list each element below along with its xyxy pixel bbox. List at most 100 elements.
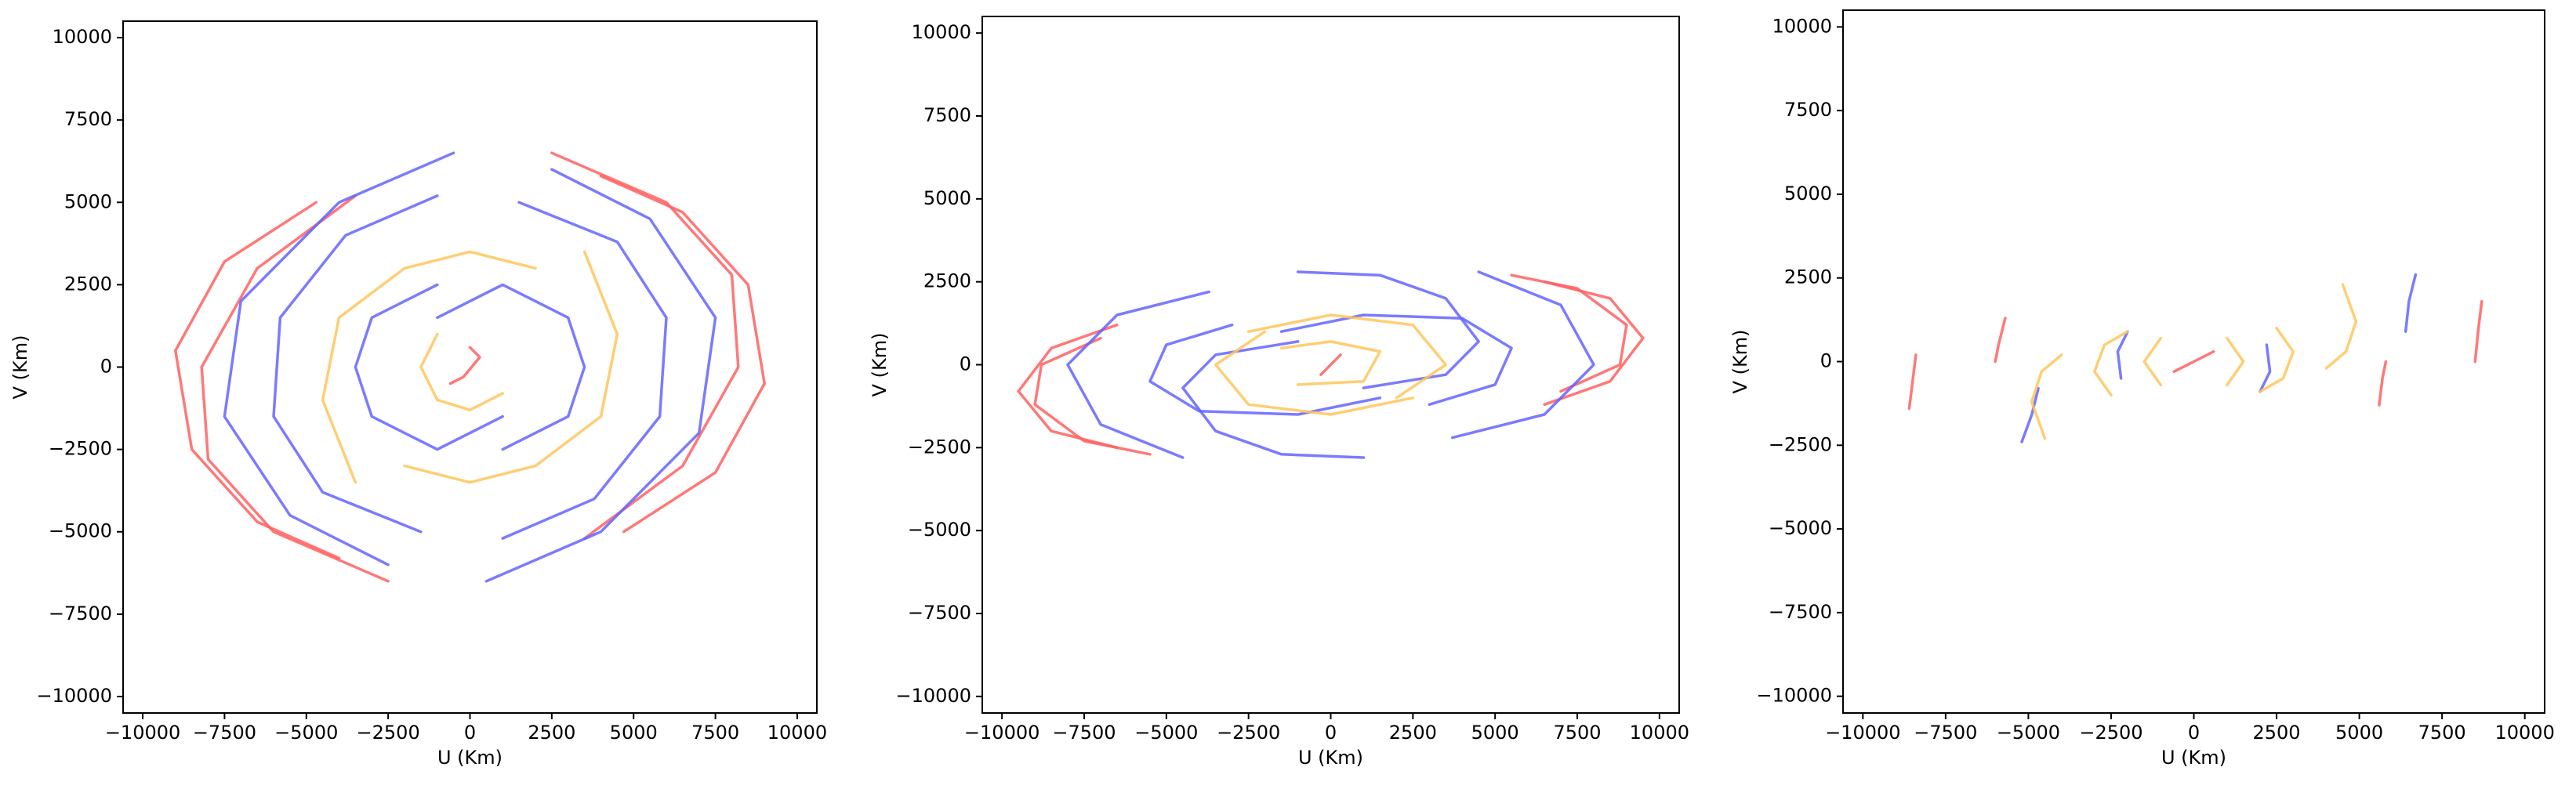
y-tick-label: 2500 (923, 270, 971, 292)
y-tick-label: 0 (100, 356, 112, 378)
y-tick-label: −7500 (1769, 601, 1832, 623)
x-tick-label: −5000 (1134, 722, 1198, 744)
uv-track (272, 194, 439, 534)
y-tick-label: −5000 (49, 520, 112, 542)
x-tick-label: 5000 (1471, 722, 1519, 744)
x-tick-label: −5000 (274, 722, 338, 744)
uv-track (599, 174, 766, 534)
x-tick-label: −10000 (105, 722, 180, 744)
x-tick-label: −10000 (1825, 722, 1900, 744)
uv-track (1279, 313, 1513, 407)
x-tick-label: 7500 (2418, 722, 2466, 744)
x-tick-label: 2500 (2253, 722, 2301, 744)
uv-track (1181, 340, 1366, 459)
uv-track (1066, 290, 1211, 459)
y-tick-label: 10000 (53, 26, 112, 48)
uv-track (484, 168, 717, 583)
y-tick-label: −2500 (1769, 433, 1832, 455)
y-axis-label: V (Km) (869, 333, 891, 397)
uv-track (448, 346, 481, 385)
uv-track (1907, 353, 1917, 411)
y-tick-label: 2500 (64, 273, 112, 295)
y-tick-label: −5000 (1769, 517, 1832, 539)
x-tick-label: 2500 (528, 722, 575, 744)
x-tick-label: 2500 (1389, 722, 1437, 744)
uv-track (1033, 336, 1152, 456)
uv-track (550, 151, 740, 540)
y-tick-label: −10000 (37, 685, 112, 707)
uv-track (1017, 323, 1119, 450)
y-tick-label: 7500 (64, 108, 112, 130)
uv-track (354, 283, 504, 451)
y-tick-label: −5000 (908, 519, 971, 541)
x-tick-label: −5000 (1997, 722, 2060, 744)
uv-track (419, 332, 504, 411)
y-tick-label: −2500 (908, 436, 971, 458)
x-tick-label: 0 (1325, 722, 1337, 744)
y-tick-label: −2500 (49, 438, 112, 460)
x-tick-label: 5000 (2335, 722, 2383, 744)
uv-track (200, 194, 390, 583)
y-tick-label: −10000 (1757, 685, 1832, 707)
uv-track (174, 201, 341, 560)
uv-track (2324, 283, 2358, 370)
y-tick-label: 0 (1820, 350, 1832, 372)
y-axis-label: V (Km) (9, 335, 31, 400)
uv-track (2172, 349, 2215, 374)
uv-track (1296, 270, 1480, 389)
y-tick-label: 7500 (1784, 99, 1832, 121)
y-tick-label: 10000 (1772, 15, 1832, 37)
uv-track (1279, 340, 1382, 386)
y-tick-label: −10000 (896, 685, 971, 707)
y-tick-label: 2500 (1784, 266, 1832, 288)
x-tick-label: −7500 (1914, 722, 1977, 744)
x-tick-label: 5000 (610, 722, 658, 744)
x-tick-label: −2500 (1217, 722, 1280, 744)
x-axis-label: U (Km) (1298, 747, 1363, 769)
uv-track (2259, 327, 2295, 393)
x-tick-label: 7500 (1553, 722, 1601, 744)
y-tick-label: 5000 (64, 190, 112, 212)
uv-track (501, 201, 668, 540)
x-axis-label: U (Km) (437, 747, 503, 769)
y-tick-label: −7500 (908, 602, 971, 624)
uv-track (436, 283, 586, 451)
uv-track (403, 250, 619, 484)
uv-track (1214, 330, 1415, 416)
x-tick-label: 10000 (2494, 722, 2554, 744)
uv-track (2093, 330, 2129, 396)
uv-track (2116, 330, 2129, 380)
uv-track (2378, 360, 2388, 407)
y-tick-label: 0 (960, 353, 971, 375)
x-tick-label: −7500 (1052, 722, 1116, 744)
uv-track (1543, 280, 1645, 407)
uv-track (2404, 273, 2418, 333)
uv-track (1510, 273, 1628, 393)
x-tick-label: 10000 (767, 722, 827, 744)
uv-track (1319, 353, 1342, 376)
uv-track (1450, 270, 1595, 440)
uv-track (1994, 317, 2007, 364)
y-tick-label: −7500 (49, 603, 112, 624)
x-tick-label: 0 (2188, 722, 2200, 744)
uv-track (1246, 313, 1448, 400)
uv-track (2473, 299, 2483, 364)
y-tick-label: 5000 (923, 187, 971, 209)
uv-track (2259, 343, 2272, 393)
y-tick-label: 5000 (1784, 183, 1832, 204)
x-tick-label: −2500 (357, 722, 420, 744)
uv-track (2020, 386, 2040, 443)
uv-track (321, 250, 537, 484)
uv-track (1148, 323, 1382, 416)
x-tick-label: −2500 (2079, 722, 2142, 744)
x-tick-label: 7500 (691, 722, 739, 744)
y-tick-label: 7500 (923, 104, 971, 126)
uv-track (2030, 353, 2063, 440)
x-tick-label: 10000 (1630, 722, 1689, 744)
y-tick-label: 10000 (912, 21, 971, 43)
uv-track (2142, 336, 2163, 387)
x-tick-label: 0 (464, 722, 476, 744)
uv-track (2225, 336, 2245, 387)
